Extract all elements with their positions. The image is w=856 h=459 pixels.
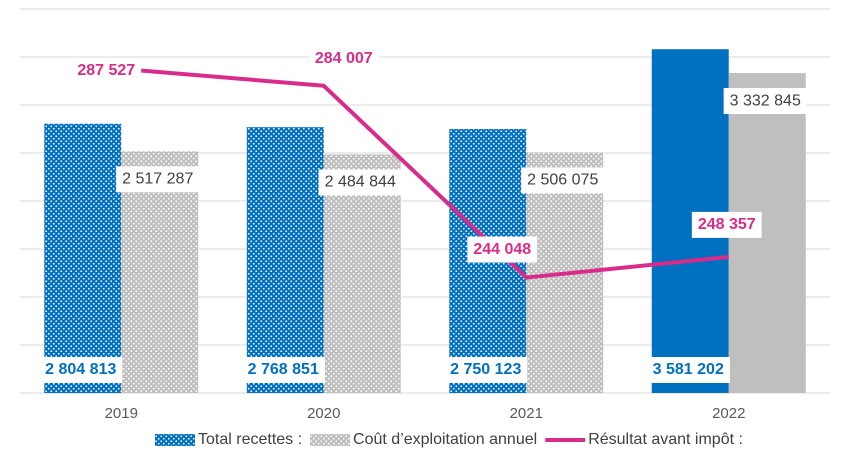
data-label-box (691, 211, 762, 238)
data-label-group: 2 506 075 (521, 167, 605, 194)
data-label-box (318, 169, 402, 196)
line (121, 66, 729, 280)
data-label-box (116, 166, 200, 193)
legend-swatch (155, 434, 195, 446)
legend-label: Résultat avant impôt : (588, 431, 743, 448)
data-label-box (467, 236, 538, 263)
data-label: 3 332 845 (730, 92, 801, 109)
data-label: 2 768 851 (248, 361, 319, 378)
data-label-group: 244 048 (467, 236, 538, 263)
data-label-box (444, 357, 528, 383)
data-label-box (241, 357, 325, 383)
bar (44, 123, 122, 394)
data-label-group: 3 332 845 (723, 88, 807, 115)
bar (246, 127, 324, 393)
data-label-group: 2 750 123 (444, 357, 528, 383)
data-label: 2 750 123 (450, 361, 521, 378)
line-data-label: 287 527 (77, 62, 135, 79)
data-label-box (646, 357, 730, 383)
data-label: 2 517 287 (122, 171, 193, 188)
data-label-group: 2 768 851 (241, 357, 325, 383)
data-label-group: 2 517 287 (116, 166, 200, 193)
data-label-group: 3 581 202 (646, 357, 730, 383)
legend-label: Total recettes : (198, 431, 302, 448)
line-data-label: 284 007 (315, 50, 373, 67)
line-data-label: 248 357 (698, 216, 756, 233)
legend-swatch (310, 434, 351, 446)
x-tick-label: 2021 (510, 405, 543, 422)
data-label-box (39, 357, 123, 383)
data-label-box (521, 167, 605, 194)
line-data-label: 244 048 (473, 241, 531, 258)
data-label-box (723, 88, 807, 115)
data-label-group: 284 007 (308, 45, 379, 72)
data-label-box (71, 57, 142, 84)
data-label: 3 581 202 (653, 361, 724, 378)
x-tick-label: 2022 (712, 405, 745, 422)
data-label-group: 2 804 813 (39, 357, 123, 383)
data-label-group: 248 357 (691, 211, 762, 238)
x-tick-label: 2020 (307, 405, 340, 422)
data-label-group: 287 527 (71, 57, 142, 84)
data-label: 2 804 813 (45, 361, 116, 378)
data-label-box (308, 45, 379, 72)
data-label: 2 484 844 (325, 174, 396, 191)
data-label: 2 506 075 (527, 172, 598, 189)
legend-label: Coût d’exploitation annuel (353, 431, 537, 448)
x-tick-label: 2019 (105, 405, 138, 422)
data-label-group: 2 484 844 (318, 169, 402, 196)
